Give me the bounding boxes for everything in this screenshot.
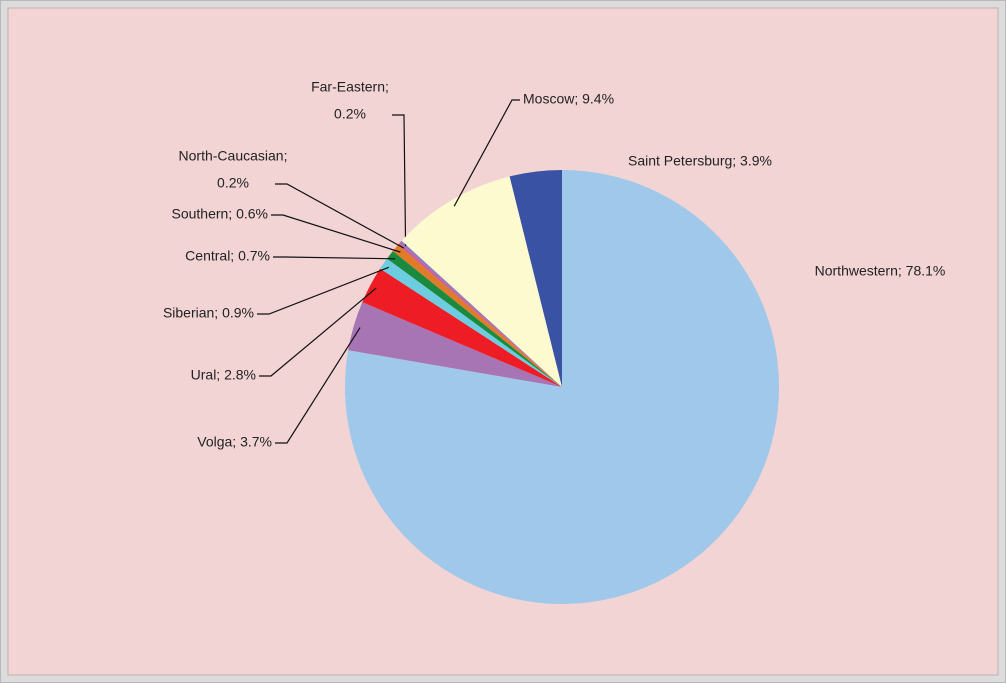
leader-line [257, 266, 390, 315]
data-label: Volga; 3.7% [197, 434, 272, 450]
data-label: Saint Petersburg; 3.9% [628, 153, 772, 169]
data-label: 0.2% [334, 106, 366, 122]
leader-line [453, 99, 520, 207]
leader-line [259, 287, 377, 377]
leader-line [275, 183, 405, 249]
pie-slice [348, 302, 562, 387]
leader-line [392, 114, 407, 247]
pie-slice [345, 170, 779, 605]
pie-slice [362, 268, 562, 387]
pie-slice [399, 240, 562, 387]
pie-slice [401, 176, 562, 387]
leader-line [271, 214, 401, 253]
pie-slice [380, 258, 562, 387]
pie-slice [509, 170, 562, 387]
data-label: Ural; 2.8% [191, 367, 256, 383]
pie-slice [398, 242, 562, 387]
leader-line [275, 327, 361, 444]
pie-slice [387, 251, 562, 387]
data-label: Moscow; 9.4% [523, 91, 614, 107]
data-label: Southern; 0.6% [171, 206, 268, 222]
pie-slice [392, 244, 562, 387]
data-label: North-Caucasian; [179, 148, 288, 164]
data-label: Northwestern; 78.1% [815, 263, 946, 279]
leader-line [273, 256, 396, 260]
data-label: Far-Eastern; [311, 79, 389, 95]
data-label: Siberian; 0.9% [163, 305, 254, 321]
data-label: 0.2% [217, 175, 249, 191]
data-label: Central; 0.7% [185, 248, 270, 264]
